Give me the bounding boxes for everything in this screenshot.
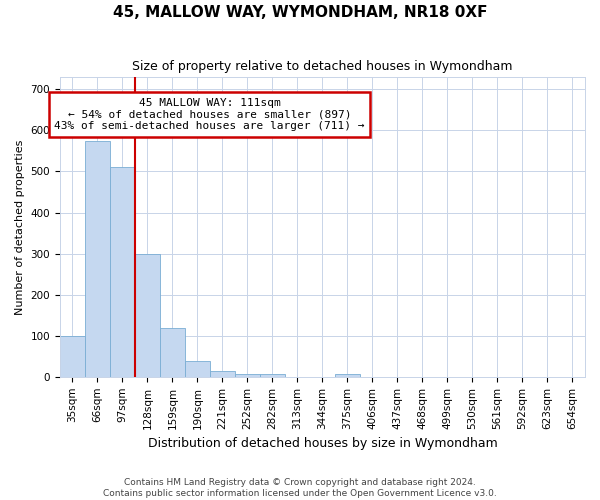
Bar [135,254,160,377]
Bar [60,336,85,377]
Title: Size of property relative to detached houses in Wymondham: Size of property relative to detached ho… [132,60,513,73]
Bar [335,374,360,377]
Bar [235,374,260,377]
Bar [185,361,210,377]
Bar [160,328,185,377]
Text: 45, MALLOW WAY, WYMONDHAM, NR18 0XF: 45, MALLOW WAY, WYMONDHAM, NR18 0XF [113,5,487,20]
X-axis label: Distribution of detached houses by size in Wymondham: Distribution of detached houses by size … [148,437,497,450]
Y-axis label: Number of detached properties: Number of detached properties [15,139,25,314]
Text: Contains HM Land Registry data © Crown copyright and database right 2024.
Contai: Contains HM Land Registry data © Crown c… [103,478,497,498]
Bar [85,140,110,377]
Bar [110,168,135,377]
Bar [260,374,285,377]
Text: 45 MALLOW WAY: 111sqm
← 54% of detached houses are smaller (897)
43% of semi-det: 45 MALLOW WAY: 111sqm ← 54% of detached … [55,98,365,131]
Bar [210,370,235,377]
